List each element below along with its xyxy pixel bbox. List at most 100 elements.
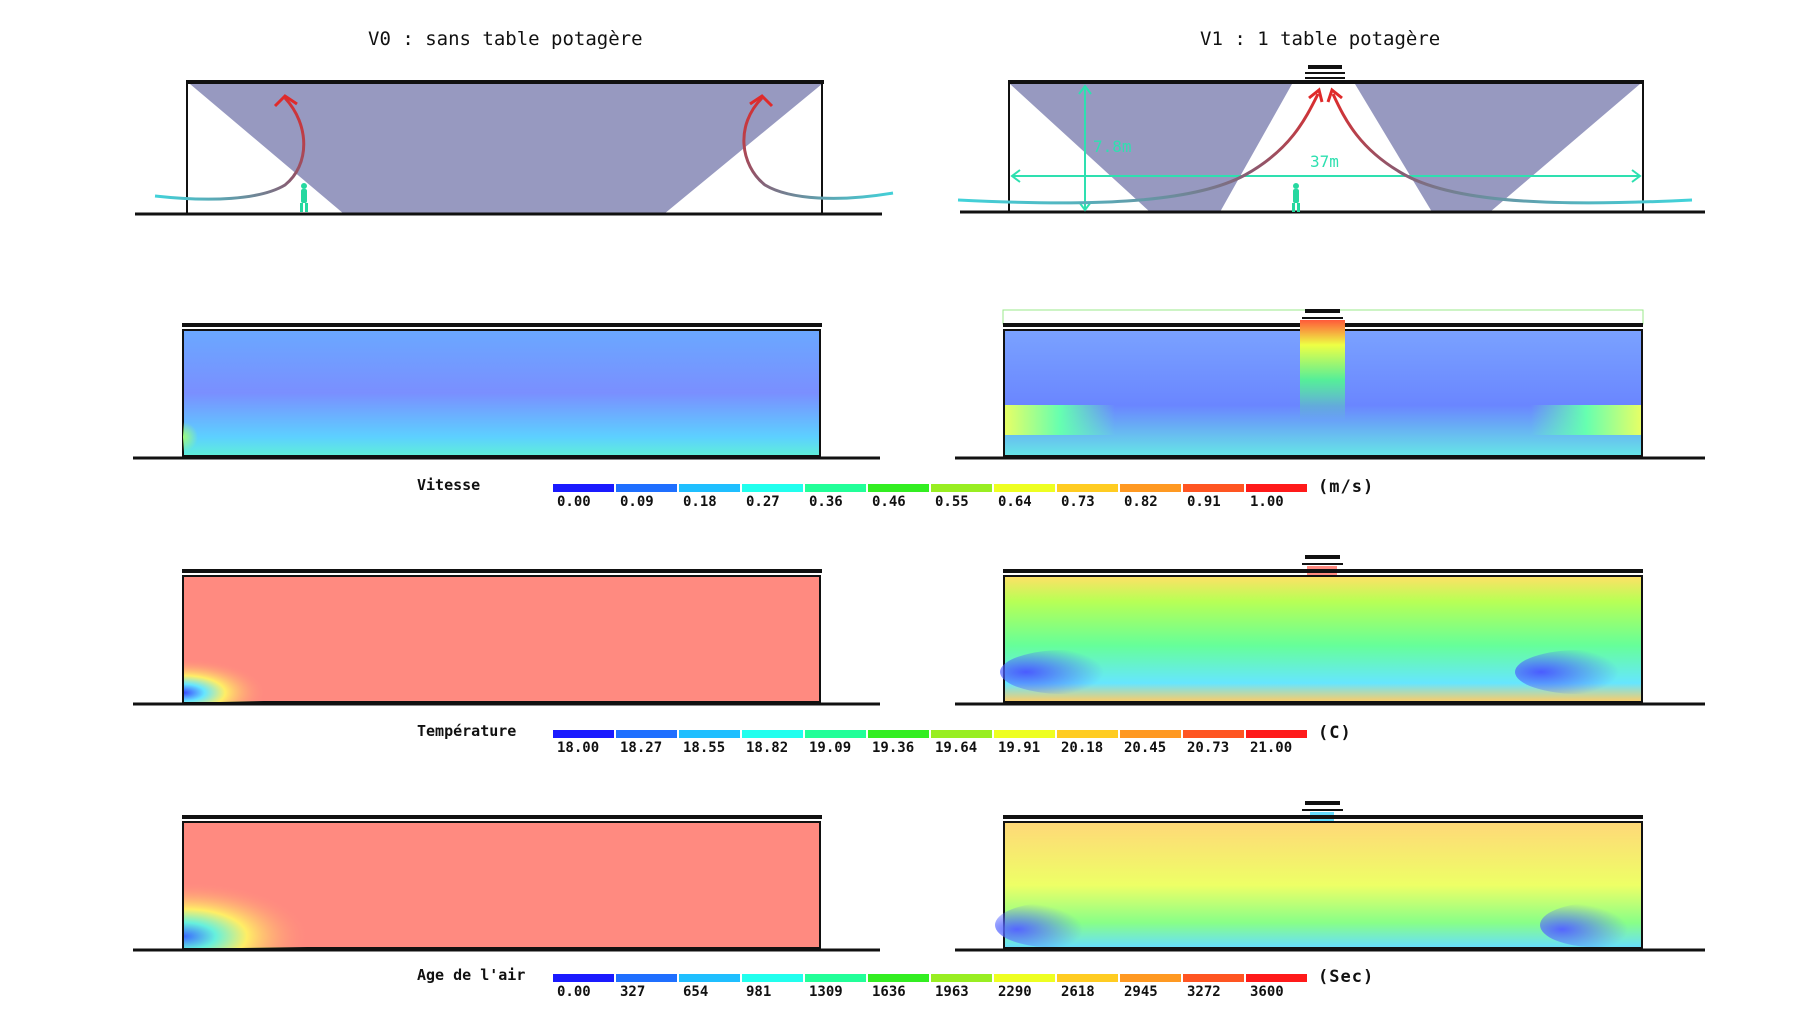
tick-label: 0.00 — [557, 494, 591, 510]
tick-label: 20.73 — [1187, 740, 1230, 756]
temperature-field-v0 — [133, 569, 880, 706]
airflow-arrow-left — [154, 96, 306, 201]
section-fill-v1-right — [1355, 84, 1640, 212]
title-v0: V0 : sans table potagère — [368, 28, 643, 50]
colorbar-segment — [805, 730, 866, 738]
schematic-v1: 7.8m 37m — [957, 65, 1705, 214]
colorbar-segment — [1246, 484, 1307, 492]
colorbar-segment — [742, 484, 803, 492]
tick-label: 327 — [620, 984, 646, 1000]
title-v1: V1 : 1 table potagère — [1200, 28, 1441, 50]
colorbar-segment — [805, 484, 866, 492]
height-dimension-label: 7.8m — [1093, 137, 1132, 156]
tick-label: 0.18 — [683, 494, 717, 510]
colorbar-segment — [1246, 974, 1307, 982]
colorbar-segment — [868, 730, 929, 738]
tick-label: 654 — [683, 984, 709, 1000]
colorbar-segment — [616, 484, 677, 492]
tick-label: 19.64 — [935, 740, 978, 756]
person-icon — [300, 183, 308, 212]
legend-speed-unit: (m/s) — [1318, 477, 1375, 497]
tick-label: 0.55 — [935, 494, 969, 510]
airflow-arrow-v1-left — [957, 93, 1320, 205]
airflow-arrow-right — [742, 96, 894, 200]
colorbar-segment — [805, 974, 866, 982]
legend-temperature-bar — [553, 730, 1309, 738]
tick-label: 19.36 — [872, 740, 915, 756]
legend-speed-bar — [553, 484, 1309, 492]
dimension-lines — [1010, 84, 1642, 212]
tick-label: 2618 — [1061, 984, 1095, 1000]
roof-vent-v1 — [1305, 65, 1345, 79]
tick-label: 19.91 — [998, 740, 1041, 756]
tick-label: 18.55 — [683, 740, 726, 756]
colorbar-segment — [742, 974, 803, 982]
legend-speed-ticks: 0.00 0.09 0.18 0.27 0.36 0.46 0.55 0.64 0.73 0.82… — [553, 494, 1309, 510]
tick-label: 981 — [746, 984, 772, 1000]
air-age-field-v0 — [133, 815, 880, 952]
tick-label: 3272 — [1187, 984, 1221, 1000]
colorbar-segment — [994, 484, 1055, 492]
tick-label: 0.73 — [1061, 494, 1095, 510]
legend-temperature-ticks: 18.00 18.27 18.55 18.82 19.09 19.36 19.64 19.91… — [553, 740, 1309, 756]
tick-label: 0.82 — [1124, 494, 1158, 510]
tick-label: 18.27 — [620, 740, 663, 756]
legend-temperature-label: Température — [417, 722, 517, 740]
colorbar-segment — [931, 730, 992, 738]
colorbar-segment — [679, 484, 740, 492]
tick-label: 0.36 — [809, 494, 843, 510]
tick-label: 1309 — [809, 984, 843, 1000]
colorbar-segment — [994, 730, 1055, 738]
colorbar-segment — [994, 974, 1055, 982]
colorbar-segment — [1057, 484, 1118, 492]
tick-label: 20.18 — [1061, 740, 1104, 756]
colorbar-segment — [1120, 730, 1181, 738]
tick-label: 1963 — [935, 984, 969, 1000]
colorbar-segment — [931, 974, 992, 982]
tick-label: 19.09 — [809, 740, 852, 756]
tick-label: 1.00 — [1250, 494, 1284, 510]
colorbar-segment — [553, 484, 614, 492]
legend-speed-label: Vitesse — [417, 476, 481, 494]
tick-label: 0.09 — [620, 494, 654, 510]
tick-label: 0.27 — [746, 494, 780, 510]
width-dimension-label: 37m — [1310, 152, 1339, 171]
colorbar-segment — [742, 730, 803, 738]
tick-label: 1636 — [872, 984, 906, 1000]
colorbar-segment — [1183, 730, 1244, 738]
speed-field-v0 — [133, 323, 880, 460]
tick-label: 20.45 — [1124, 740, 1167, 756]
airflow-arrow-v1-right — [1331, 93, 1693, 205]
tick-label: 3600 — [1250, 984, 1284, 1000]
legend-air-age-ticks: 0.00 327 654 981 1309 1636 1963 2290 2618 2945 327… — [553, 984, 1309, 1000]
section-fill-v0 — [190, 84, 822, 214]
colorbar-segment — [553, 974, 614, 982]
legend-air-age-bar — [553, 974, 1309, 982]
tick-label: 18.00 — [557, 740, 600, 756]
tick-label: 0.64 — [998, 494, 1032, 510]
colorbar-segment — [1120, 974, 1181, 982]
speed-field-v1 — [955, 309, 1705, 460]
colorbar-segment — [553, 730, 614, 738]
colorbar-segment — [679, 730, 740, 738]
colorbar-segment — [616, 730, 677, 738]
colorbar-segment — [679, 974, 740, 982]
colorbar-segment — [1057, 974, 1118, 982]
colorbar-segment — [1057, 730, 1118, 738]
legend-air-age-unit: (Sec) — [1318, 967, 1375, 987]
colorbar-segment — [1120, 484, 1181, 492]
tick-label: 0.46 — [872, 494, 906, 510]
schematic-v0 — [135, 80, 894, 216]
temperature-field-v1 — [955, 555, 1705, 706]
colorbar-segment — [931, 484, 992, 492]
colorbar-segment — [1183, 484, 1244, 492]
tick-label: 21.00 — [1250, 740, 1293, 756]
section-fill-v1-left — [1010, 84, 1292, 212]
colorbar-segment — [868, 484, 929, 492]
legend-air-age-label: Age de l'air — [417, 966, 526, 984]
person-icon — [1292, 183, 1300, 212]
tick-label: 2945 — [1124, 984, 1158, 1000]
colorbar-segment — [868, 974, 929, 982]
colorbar-segment — [1246, 730, 1307, 738]
colorbar-segment — [1183, 974, 1244, 982]
